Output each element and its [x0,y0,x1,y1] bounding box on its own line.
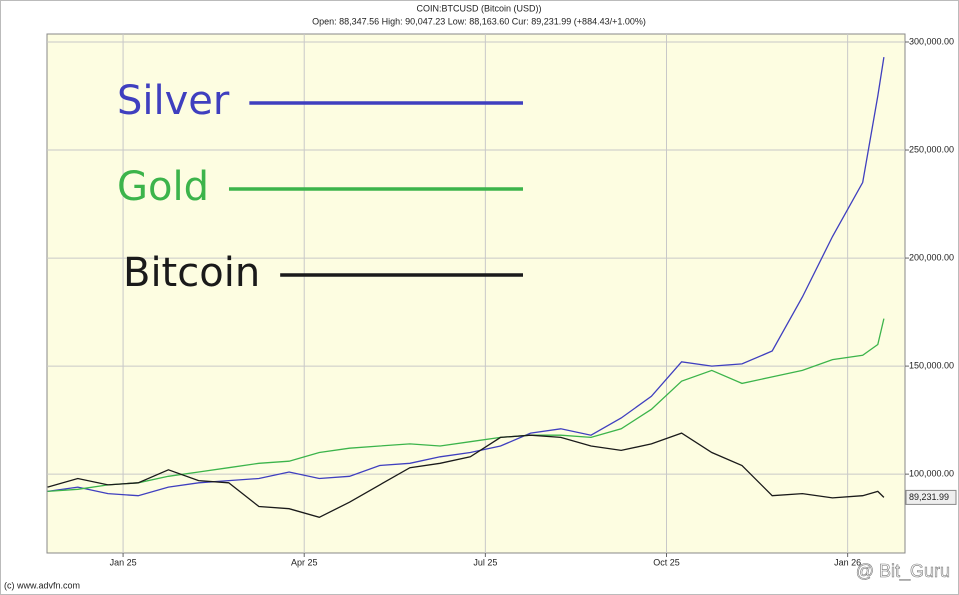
y-tick-label: 100,000.00 [909,469,954,479]
series-line [47,56,885,497]
chart-title: COIN:BTCUSD (Bitcoin (USD)) [416,3,541,13]
source: (c) www.advfn.com [4,580,80,590]
y-tick-label: 300,000.00 [909,36,954,46]
series-line [47,318,885,493]
legend-label: Silver [117,78,230,124]
plot-area [46,33,906,554]
x-tick-label: Jul 25 [473,557,497,567]
x-tick-label: Oct 25 [653,557,680,567]
series-line [47,432,885,518]
current-value-label: 89,231.99 [909,492,949,502]
y-tick-label: 200,000.00 [909,252,954,262]
x-tick-label: Jan 25 [110,557,137,567]
x-tick-label: Apr 25 [291,557,318,567]
chart-subtitle: Open: 88,347.56 High: 90,047.23 Low: 88,… [312,16,646,26]
x-tick-label: Jan 26 [834,557,861,567]
legend-label: Bitcoin [123,250,260,296]
y-tick-label: 250,000.00 [909,144,954,154]
legend-label: Gold [117,164,209,210]
y-tick-label: 150,000.00 [909,360,954,370]
current-value-box [905,489,957,505]
watermark: @ Bit_Guru [856,561,950,582]
